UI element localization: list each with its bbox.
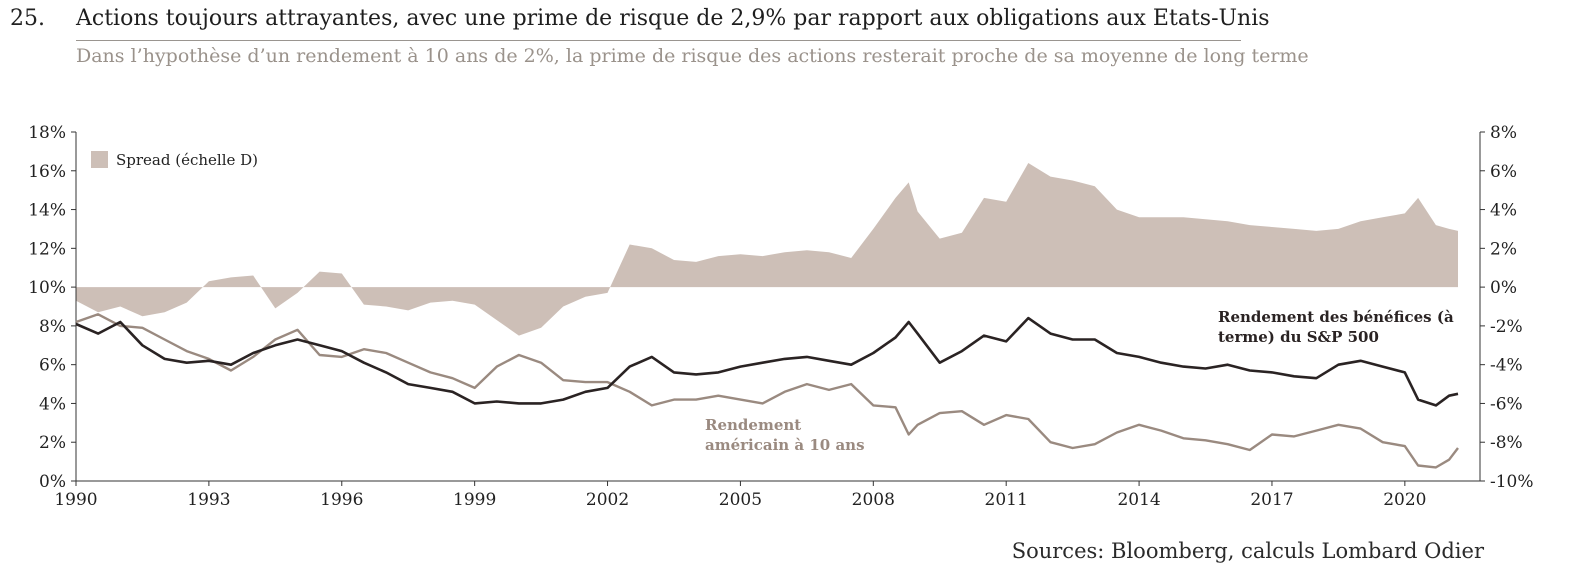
right-tick-label: 0% [1490, 278, 1517, 298]
left-tick-label: 14% [28, 201, 66, 221]
x-tick-label: 2008 [852, 490, 895, 510]
x-tick-label: 2014 [1117, 490, 1160, 510]
x-tick-label: 1999 [453, 490, 496, 510]
right-tick-label: 8% [1490, 123, 1517, 143]
left-tick-label: 12% [28, 239, 66, 259]
x-tick-label: 2020 [1383, 490, 1426, 510]
right-tick-label: -2% [1490, 317, 1523, 337]
right-tick-label: 4% [1490, 201, 1517, 221]
title-divider [76, 40, 1241, 41]
x-tick-label: 2011 [985, 490, 1028, 510]
lines-layer [75, 313, 1459, 469]
x-tick-label: 1996 [320, 490, 363, 510]
source-note: Sources: Bloomberg, calculs Lombard Odie… [1011, 539, 1484, 563]
annotation-earnings-line: Rendement des bénéfices (à [1218, 308, 1454, 326]
chart-title: Actions toujours attrayantes, avec une p… [76, 6, 1270, 31]
right-tick-label: -4% [1490, 356, 1523, 376]
annotation-treasury-line: américain à 10 ans [705, 436, 865, 454]
axes-layer: 0% 2% 4% 6% 8% 10% 12% 14% 16% 18% -10% -8% -6% -4% -2… [28, 123, 1533, 510]
right-tick-label: -8% [1490, 433, 1523, 453]
right-tick-label: -10% [1490, 472, 1534, 492]
left-tick-label: 2% [39, 433, 66, 453]
left-tick-label: 18% [28, 123, 66, 143]
x-tick-label: 1993 [187, 490, 230, 510]
figure-number: 25. [10, 6, 45, 31]
left-tick-label: 4% [39, 394, 66, 414]
legend-label-spread: Spread (échelle D) [116, 151, 258, 169]
annotation-treasury-line: Rendement [705, 416, 801, 434]
earnings-line [75, 316, 1459, 407]
x-tick-label: 2002 [586, 490, 629, 510]
left-tick-label: 0% [39, 472, 66, 492]
left-tick-label: 16% [28, 162, 66, 182]
right-tick-label: 6% [1490, 162, 1517, 182]
x-tick-label: 2017 [1250, 490, 1293, 510]
spread-area-layer [76, 163, 1458, 336]
right-tick-label: -6% [1490, 394, 1523, 414]
spread-area [76, 163, 1458, 336]
annotation-earnings-line: terme) du S&P 500 [1218, 328, 1379, 346]
labels-layer: Spread (échelle D) Rendement des bénéfice… [91, 151, 1454, 454]
treasury-line [75, 313, 1459, 469]
left-tick-label: 10% [28, 278, 66, 298]
x-tick-label: 2005 [719, 490, 762, 510]
left-tick-label: 8% [39, 317, 66, 337]
chart-subtitle: Dans l’hypothèse d’un rendement à 10 ans… [76, 45, 1309, 67]
x-tick-label: 1990 [54, 490, 97, 510]
right-tick-label: 2% [1490, 239, 1517, 259]
left-tick-label: 6% [39, 356, 66, 376]
legend-swatch-spread [91, 151, 108, 168]
